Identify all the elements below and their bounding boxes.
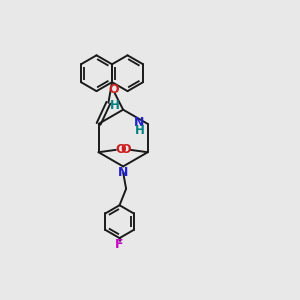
Text: H: H: [110, 99, 120, 112]
Text: O: O: [115, 143, 126, 156]
Text: N: N: [134, 116, 145, 129]
Text: F: F: [115, 238, 123, 250]
Text: N: N: [118, 166, 128, 179]
Text: H: H: [134, 124, 144, 137]
Text: O: O: [120, 143, 131, 156]
Text: O: O: [109, 82, 119, 96]
